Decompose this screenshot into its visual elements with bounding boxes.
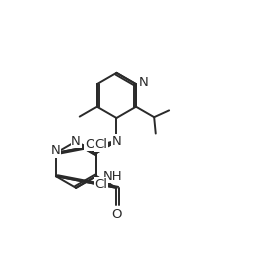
- Text: N: N: [51, 144, 61, 157]
- Text: Cl: Cl: [94, 178, 108, 191]
- Text: O: O: [111, 208, 122, 221]
- Text: N: N: [139, 76, 149, 89]
- Text: Cl: Cl: [94, 138, 108, 151]
- Text: N: N: [71, 135, 81, 148]
- Text: O: O: [85, 138, 96, 151]
- Text: N: N: [112, 135, 121, 148]
- Text: NH: NH: [103, 170, 122, 183]
